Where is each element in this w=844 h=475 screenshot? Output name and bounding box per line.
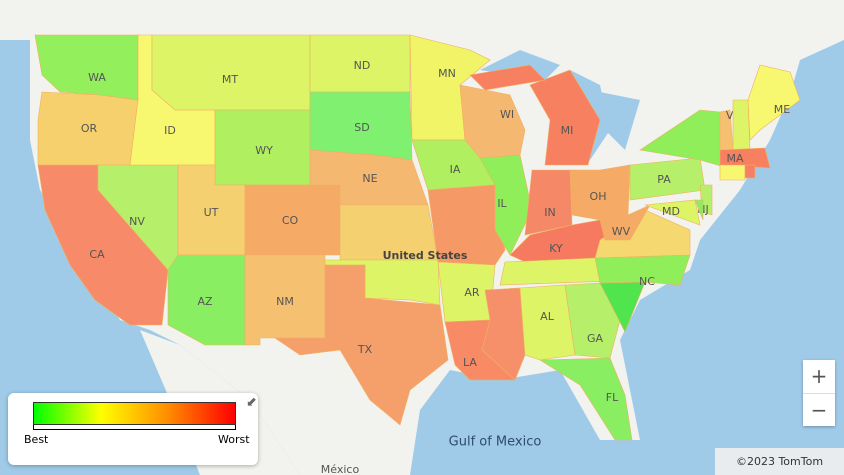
state-label: UT: [204, 206, 219, 219]
legend-label: Worst: [218, 433, 250, 446]
state[interactable]: [564, 282, 621, 359]
state-label: CA: [89, 248, 105, 261]
state-label: MN: [438, 67, 456, 80]
state-label: NM: [276, 295, 294, 308]
state[interactable]: [427, 184, 506, 266]
state-label: IN: [544, 206, 555, 219]
state[interactable]: [529, 69, 601, 166]
state[interactable]: [244, 254, 326, 346]
legend-label: Best: [24, 433, 49, 446]
state[interactable]: [719, 164, 746, 181]
state-label: AR: [464, 286, 480, 299]
state-label: LA: [463, 356, 477, 369]
color-scale: [33, 402, 236, 425]
state[interactable]: [744, 164, 756, 179]
state-label: OR: [81, 122, 98, 135]
state[interactable]: [644, 199, 701, 226]
state-label: WY: [255, 144, 273, 157]
state[interactable]: [519, 284, 576, 361]
state-label: GA: [587, 332, 604, 345]
state[interactable]: [732, 99, 751, 151]
state-label: WV: [612, 225, 631, 238]
state-label: TX: [357, 343, 373, 356]
state-label: PA: [657, 173, 671, 186]
zoom-control: + −: [803, 360, 835, 426]
state[interactable]: [694, 199, 704, 221]
state-label: FL: [606, 391, 619, 404]
sea-label: Gulf of Mexico: [449, 435, 542, 450]
attribution: ©2023 TomTom: [715, 448, 844, 475]
country-label: México: [321, 463, 360, 475]
state-label: ND: [354, 59, 371, 72]
legend: Best Worst ⬋: [8, 393, 258, 465]
state-label: OH: [590, 190, 607, 203]
state-label: MI: [561, 124, 574, 137]
state-label: KY: [549, 242, 563, 255]
state-label: ME: [774, 103, 790, 116]
state[interactable]: [538, 357, 633, 441]
state-label: SD: [354, 121, 369, 134]
state-label: CO: [282, 214, 299, 227]
state[interactable]: [599, 204, 651, 241]
state-label: MA: [726, 152, 743, 165]
state[interactable]: [274, 264, 449, 426]
state-label: IA: [450, 163, 461, 176]
state-label: IL: [497, 197, 507, 210]
country-label: United States: [383, 249, 468, 262]
scale-ticks: [33, 425, 236, 430]
state-label: ID: [164, 124, 176, 137]
collapse-button[interactable]: ⬋: [246, 395, 257, 410]
state-label: MD: [662, 205, 680, 218]
state-label: AL: [540, 310, 555, 323]
state-label: AZ: [197, 295, 213, 308]
state[interactable]: [719, 147, 771, 169]
state[interactable]: [469, 64, 546, 91]
state[interactable]: [747, 64, 801, 141]
state-label: NV: [129, 215, 145, 228]
state-label: NC: [639, 275, 655, 288]
state-label: WA: [88, 71, 106, 84]
state-label: MT: [222, 73, 238, 86]
state[interactable]: [524, 169, 573, 236]
state-label: NE: [362, 172, 377, 185]
zoom-in-button[interactable]: +: [803, 360, 835, 394]
zoom-out-button[interactable]: −: [810, 398, 828, 422]
state-label: WI: [500, 108, 514, 121]
